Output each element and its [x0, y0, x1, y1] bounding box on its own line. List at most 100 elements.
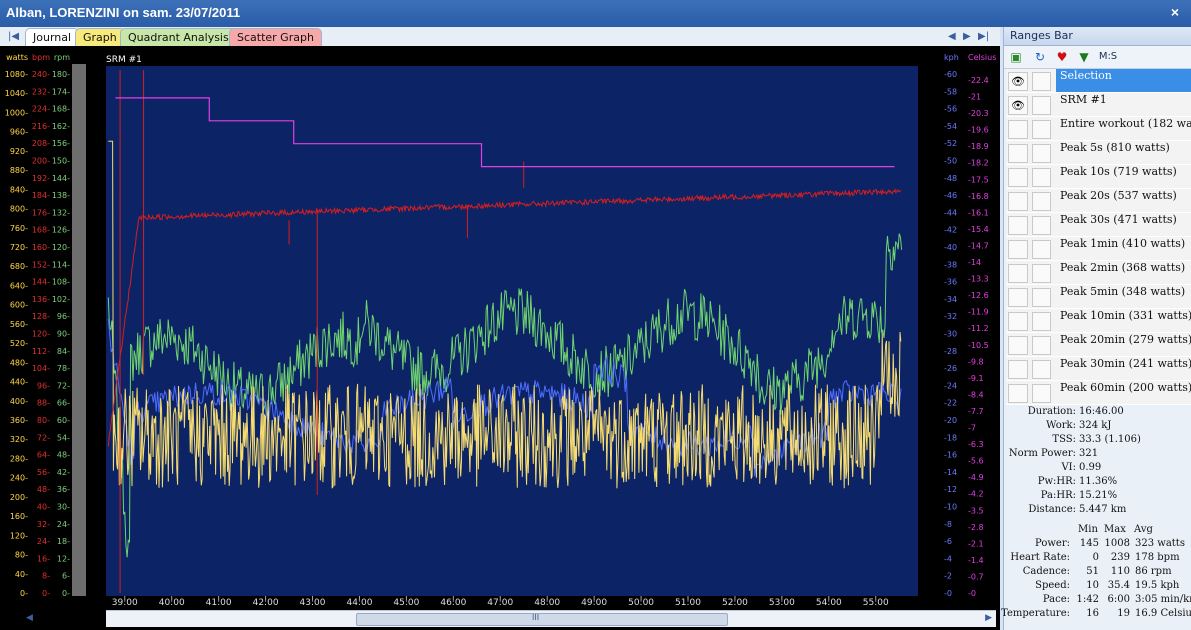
tick-kph: -18	[944, 433, 957, 442]
summary-stat: VI: 0.99	[1004, 461, 1191, 475]
first-page-icon[interactable]: |◀	[8, 31, 20, 42]
range-checkbox[interactable]	[1032, 384, 1051, 403]
range-row[interactable]: Peak 2min (368 watts)	[1006, 261, 1191, 285]
range-checkbox[interactable]	[1032, 168, 1051, 187]
scroll-left-icon[interactable]: ◀	[26, 613, 33, 623]
scrollbar-thumb[interactable]: III	[356, 613, 728, 626]
last-page-icon[interactable]: ▶|	[978, 31, 990, 42]
chart-svg[interactable]: SRM #1 watts0-40-80-120-160-200-240-280-…	[0, 46, 1000, 610]
tick-rpm: 60-	[57, 416, 70, 425]
summary-stat-label: Pa:HR:	[1040, 490, 1076, 501]
tick-celsius: -12.6	[968, 291, 989, 300]
range-checkbox[interactable]	[1032, 360, 1051, 379]
visibility-toggle-icon[interactable]: 👁	[1008, 96, 1028, 115]
tick-celsius: -21	[968, 93, 981, 102]
range-checkbox[interactable]	[1032, 288, 1051, 307]
visibility-toggle-icon[interactable]	[1008, 192, 1028, 211]
range-row[interactable]: Peak 1min (410 watts)	[1006, 237, 1191, 261]
scrollbar-grip: III	[532, 613, 540, 622]
visibility-toggle-icon[interactable]: 👁	[1008, 72, 1028, 91]
range-label: Peak 5min (348 watts)	[1060, 285, 1186, 298]
range-checkbox[interactable]	[1032, 96, 1051, 115]
horizontal-scrollbar[interactable]: ◀ III ▶	[26, 610, 996, 627]
range-row[interactable]: Peak 60min (200 watts)	[1006, 381, 1191, 405]
summary-stat-label: Duration:	[1027, 406, 1076, 417]
tick-bpm: 136-	[32, 295, 50, 304]
visibility-toggle-icon[interactable]	[1008, 312, 1028, 331]
range-checkbox[interactable]	[1032, 120, 1051, 139]
heart-icon[interactable]: ♥	[1056, 50, 1068, 64]
plot-area	[106, 66, 918, 596]
range-label: Peak 30min (241 watts)	[1060, 357, 1191, 370]
summary-stat-label: TSS:	[1052, 434, 1076, 445]
tick-rpm: 120-	[52, 243, 70, 252]
summary-stat: Norm Power: 321	[1004, 447, 1191, 461]
tick-celsius: -0	[968, 589, 976, 598]
tab-graph[interactable]: Graph	[75, 28, 125, 46]
range-checkbox[interactable]	[1032, 240, 1051, 259]
range-row[interactable]: Peak 10min (331 watts)	[1006, 309, 1191, 333]
series-temperature-line	[115, 97, 895, 168]
tick-watts: 600-	[10, 301, 28, 310]
range-row[interactable]: Peak 30min (241 watts)	[1006, 357, 1191, 381]
range-checkbox[interactable]	[1032, 72, 1051, 91]
tab-journal[interactable]: Journal	[25, 28, 80, 46]
visibility-toggle-icon[interactable]	[1008, 216, 1028, 235]
range-row[interactable]: Peak 10s (719 watts)	[1006, 165, 1191, 189]
range-checkbox[interactable]	[1032, 312, 1051, 331]
range-row[interactable]: Peak 20min (279 watts)	[1006, 333, 1191, 357]
chart-icon[interactable]: ▣	[1010, 50, 1022, 64]
tab-strip: |◀ Journal Graph Quadrant Analysis Scatt…	[0, 27, 1000, 47]
tick-kph: -22	[944, 399, 957, 408]
refresh-icon[interactable]: ↻	[1034, 50, 1046, 64]
tick-watts: 200-	[10, 493, 28, 502]
range-row[interactable]: Entire workout (182 watts)	[1006, 117, 1191, 141]
ms-label[interactable]: M:S	[1098, 51, 1118, 62]
range-label: Peak 10min (331 watts)	[1060, 309, 1191, 322]
tick-rpm: 54-	[57, 433, 70, 442]
summary-stat-label: Distance:	[1028, 504, 1076, 515]
tab-quadrant-analysis[interactable]: Quadrant Analysis	[120, 28, 237, 46]
range-checkbox[interactable]	[1032, 192, 1051, 211]
close-button[interactable]: ×	[1170, 4, 1180, 20]
scroll-right-icon[interactable]: ▶	[985, 613, 992, 623]
visibility-toggle-icon[interactable]	[1008, 264, 1028, 283]
funnel-icon[interactable]: ▼	[1079, 50, 1089, 64]
visibility-toggle-icon[interactable]	[1008, 384, 1028, 403]
range-checkbox[interactable]	[1032, 264, 1051, 283]
range-checkbox[interactable]	[1032, 144, 1051, 163]
range-row[interactable]: Peak 20s (537 watts)	[1006, 189, 1191, 213]
visibility-toggle-icon[interactable]	[1008, 240, 1028, 259]
range-row[interactable]: 👁 SRM #1	[1006, 93, 1191, 117]
tick-kph: -60	[944, 70, 957, 79]
range-row[interactable]: 👁 Selection	[1006, 69, 1191, 93]
summary-table-label: Pace:	[1042, 594, 1070, 605]
summary-table-max: 35.4	[1107, 580, 1130, 591]
range-checkbox[interactable]	[1032, 216, 1051, 235]
x-tick-label: 45:00	[393, 598, 419, 608]
tick-bpm: 152-	[32, 260, 50, 269]
range-checkbox[interactable]	[1032, 336, 1051, 355]
x-tick-label: 54:00	[816, 598, 842, 608]
visibility-toggle-icon[interactable]	[1008, 144, 1028, 163]
summary-table-max: 110	[1110, 566, 1130, 577]
axis-title-rpm: rpm	[54, 53, 70, 62]
graph-area[interactable]: SRM #1 watts 0- 40- 80- 120- 160- 200- 240- 280-…	[0, 46, 1000, 630]
visibility-toggle-icon[interactable]	[1008, 360, 1028, 379]
tab-scatter-graph[interactable]: Scatter Graph	[229, 28, 322, 46]
chart-title: SRM #1	[106, 55, 142, 65]
visibility-toggle-icon[interactable]	[1008, 168, 1028, 187]
x-tick-label: 43:00	[300, 598, 326, 608]
range-row[interactable]: Peak 5min (348 watts)	[1006, 285, 1191, 309]
range-label: Peak 5s (810 watts)	[1060, 141, 1170, 154]
range-row[interactable]: Peak 30s (471 watts)	[1006, 213, 1191, 237]
range-row[interactable]: Peak 5s (810 watts)	[1006, 141, 1191, 165]
visibility-toggle-icon[interactable]	[1008, 120, 1028, 139]
tick-bpm: 216-	[32, 122, 50, 131]
visibility-toggle-icon[interactable]	[1008, 336, 1028, 355]
tick-rpm: 144-	[52, 174, 70, 183]
prev-icon[interactable]: ◀	[948, 31, 956, 42]
next-icon[interactable]: ▶	[963, 31, 971, 42]
visibility-toggle-icon[interactable]	[1008, 288, 1028, 307]
tick-watts: 480-	[10, 358, 28, 367]
